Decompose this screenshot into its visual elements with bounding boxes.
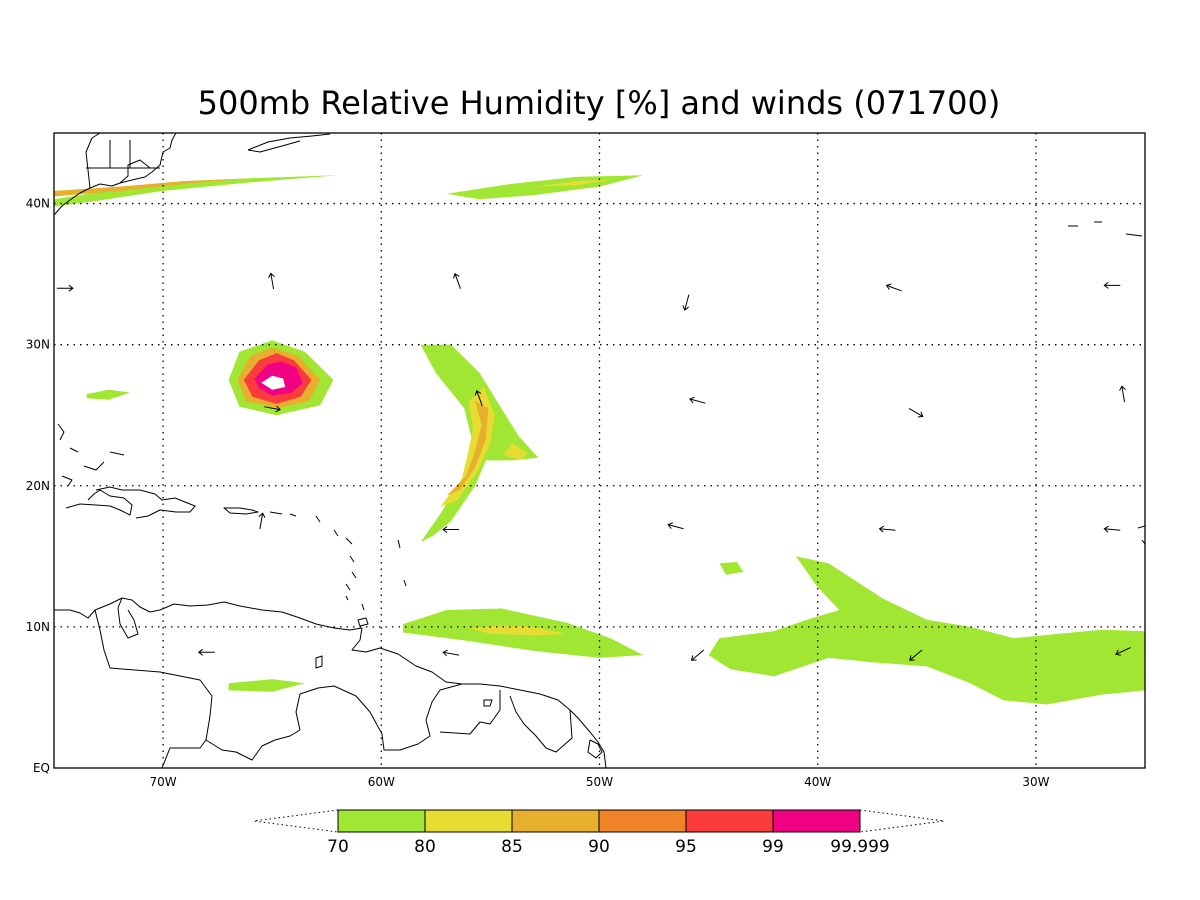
colorbar-low-extend: [253, 809, 339, 833]
coastline-lake-maracaibo: [117, 597, 139, 639]
wind-arrow: [56, 284, 74, 292]
x-tick-label: 70W: [150, 775, 177, 789]
x-tick-label: 50W: [586, 775, 613, 789]
coastline-puerto-rico: [223, 507, 297, 517]
wind-arrow: [908, 407, 924, 418]
coastline-hispaniola: [65, 486, 196, 519]
wind-arrow: [689, 396, 706, 404]
wind-arrow: [268, 272, 275, 290]
colorbar-swatch: [685, 809, 774, 833]
x-tick-label: 40W: [804, 775, 831, 789]
coastline-azores: [1068, 221, 1143, 237]
x-tick-label: 60W: [368, 775, 395, 789]
colorbar-label: 90: [588, 837, 610, 857]
colorbar-label: 99.999: [830, 837, 889, 857]
colorbar-label: 85: [501, 837, 523, 857]
humidity-region-lower-central-core: [468, 625, 567, 636]
y-tick-label: 20N: [26, 479, 50, 493]
humidity-region-small-west-blob: [86, 389, 131, 400]
coastline-cape-verde: [1137, 525, 1145, 545]
humidity-region-hurricane-eye: [261, 375, 286, 390]
wind-arrow: [690, 649, 705, 661]
wind-arrow: [453, 272, 461, 289]
colorbar-swatch: [424, 809, 513, 833]
wind-arrow: [909, 649, 923, 661]
y-tick-label: 40N: [26, 197, 50, 211]
colorbar-label: 80: [414, 837, 436, 857]
y-tick-label: 30N: [26, 338, 50, 352]
coastline-north-america: [54, 133, 177, 216]
axis-tick-labels: 70W 60W 50W 40W 30W EQ 10N 20N 30N 40N: [26, 197, 1050, 789]
humidity-region-north-central-core: [534, 179, 611, 187]
wind-vectors: [56, 272, 1131, 661]
y-tick-label: EQ: [33, 761, 50, 775]
wind-arrow: [442, 526, 460, 533]
humidity-region-northwest-plume-core: [54, 178, 251, 197]
colorbar-label: 95: [675, 837, 697, 857]
wind-arrow: [885, 283, 902, 292]
colorbar-label: 70: [327, 837, 349, 857]
colorbar: 70 80 85 90 95 99 99.999: [253, 809, 945, 857]
wind-arrow: [1115, 647, 1131, 656]
humidity-region-central-band: [446, 401, 489, 496]
wind-arrow: [197, 648, 215, 656]
coastline-trinidad: [315, 617, 369, 669]
humidity-region-north-central-streak: [446, 175, 644, 200]
x-tick-label: 30W: [1022, 775, 1049, 789]
wind-arrow: [1103, 281, 1121, 289]
coastline-bahamas: [57, 423, 125, 487]
humidity-region-east-region: [708, 556, 1145, 705]
wind-arrow: [258, 512, 266, 530]
wind-arrow: [682, 294, 690, 311]
humidity-region-south-west-blob: [228, 679, 305, 692]
coastline-south-america: [54, 597, 607, 768]
coastline-lesser-antilles: [315, 515, 407, 611]
coastlines: [54, 133, 1145, 768]
coastline-amazon-mouth: [483, 699, 603, 759]
humidity-region-central-band-east: [503, 443, 528, 461]
wind-arrow: [474, 389, 483, 406]
state-borders: [86, 140, 160, 169]
colorbar-swatch: [511, 809, 600, 833]
humidity-region-small-east-blob: [719, 562, 744, 575]
map-title: 500mb Relative Humidity [%] and winds (0…: [198, 84, 1001, 122]
coastline-new-england: [85, 133, 151, 189]
wind-arrow: [264, 405, 281, 413]
colorbar-swatch: [598, 809, 687, 833]
wind-arrow: [878, 525, 896, 533]
map-frame: [53, 132, 1146, 769]
y-tick-label: 10N: [26, 620, 50, 634]
wind-arrow: [667, 522, 684, 530]
colorbar-high-extend: [859, 809, 945, 833]
wind-arrow: [1119, 385, 1126, 403]
colorbar-swatch: [337, 809, 426, 833]
coastline-nova-scotia: [247, 133, 331, 153]
wind-arrow: [442, 649, 460, 657]
colorbar-label: 99: [762, 837, 784, 857]
country-borders: [94, 609, 573, 768]
colorbar-swatch: [772, 809, 861, 833]
wind-arrow: [1103, 525, 1121, 533]
